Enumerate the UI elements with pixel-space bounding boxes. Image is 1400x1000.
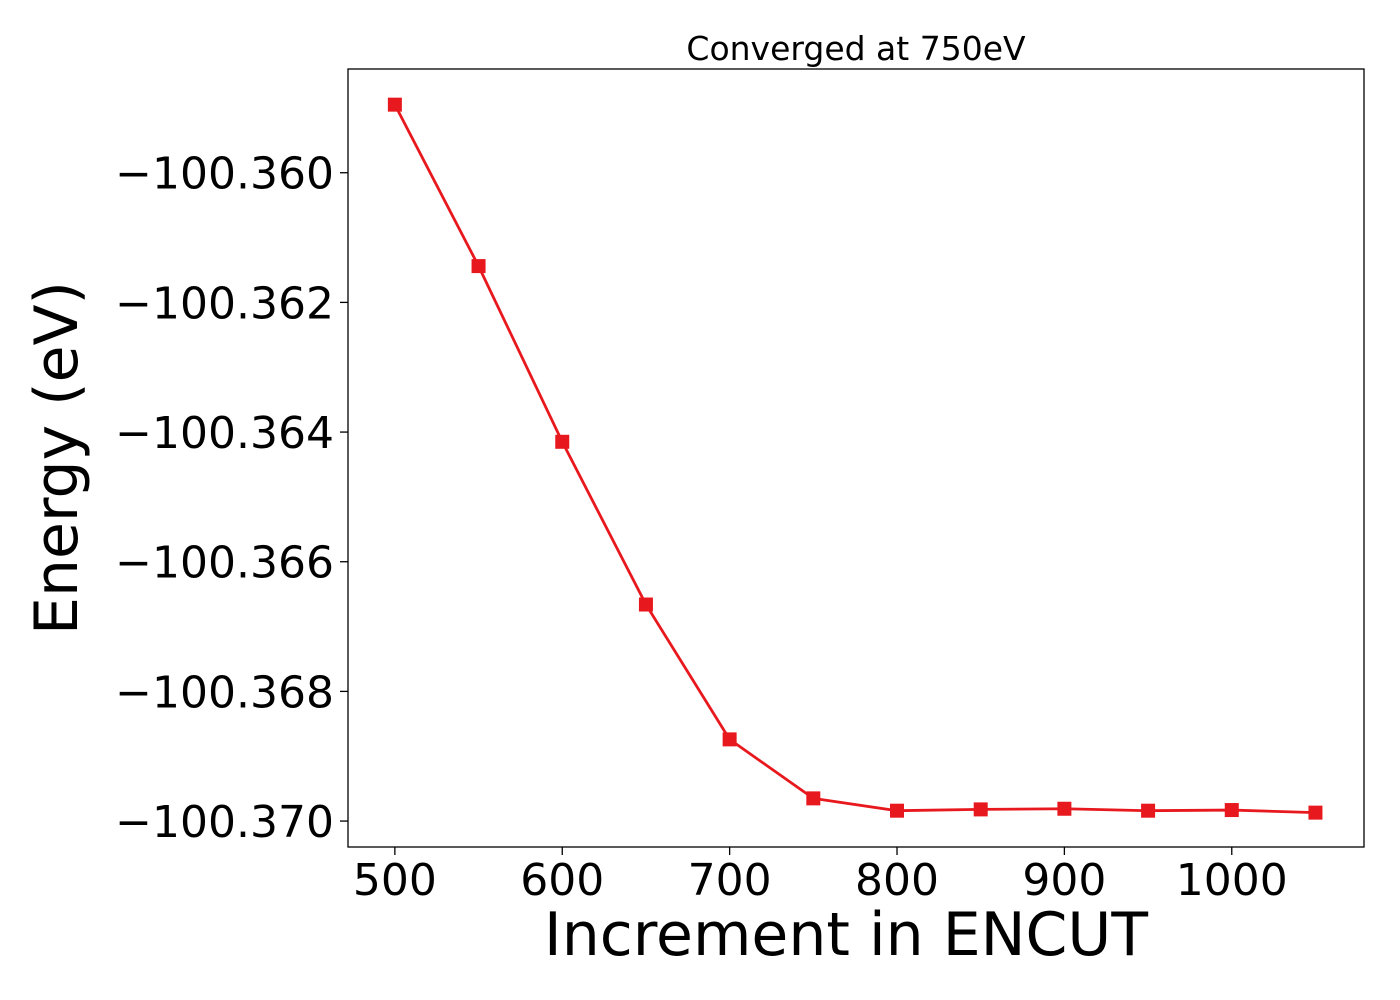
y-tick-label: −100.368 xyxy=(115,667,334,718)
data-point xyxy=(1057,801,1072,816)
data-point xyxy=(890,803,905,818)
data-point xyxy=(471,259,486,274)
x-tick-label: 600 xyxy=(520,855,604,906)
data-point xyxy=(973,802,988,817)
x-tick-label: 1000 xyxy=(1176,855,1288,906)
data-point xyxy=(1308,805,1323,820)
chart-title: Converged at 750eV xyxy=(686,29,1026,68)
y-tick-label: −100.360 xyxy=(115,149,334,200)
y-axis: −100.360 −100.362 −100.364 −100.366 −100.368… xyxy=(115,149,348,848)
x-tick-label: 700 xyxy=(688,855,772,906)
plot-frame xyxy=(347,68,1365,848)
x-tick-label: 900 xyxy=(1022,855,1106,906)
series-line xyxy=(393,104,1316,815)
y-tick-label: −100.362 xyxy=(115,278,334,329)
data-point xyxy=(1141,803,1156,818)
x-axis: 500 600 700 800 900 1000 xyxy=(353,847,1288,906)
y-axis-label: Energy (eV) xyxy=(22,281,92,635)
y-tick-label: −100.364 xyxy=(115,408,334,459)
data-point xyxy=(806,791,821,806)
y-tick-label: −100.370 xyxy=(115,797,334,848)
x-tick-label: 500 xyxy=(353,855,437,906)
x-tick-label: 800 xyxy=(855,855,939,906)
data-point xyxy=(555,434,570,449)
x-axis-label: Increment in ENCUT xyxy=(544,900,1148,970)
y-tick-label: −100.366 xyxy=(115,538,334,589)
series-layer xyxy=(387,97,1323,820)
data-point xyxy=(1224,803,1239,818)
data-point xyxy=(387,97,402,112)
data-point xyxy=(638,597,653,612)
data-point xyxy=(722,732,737,747)
